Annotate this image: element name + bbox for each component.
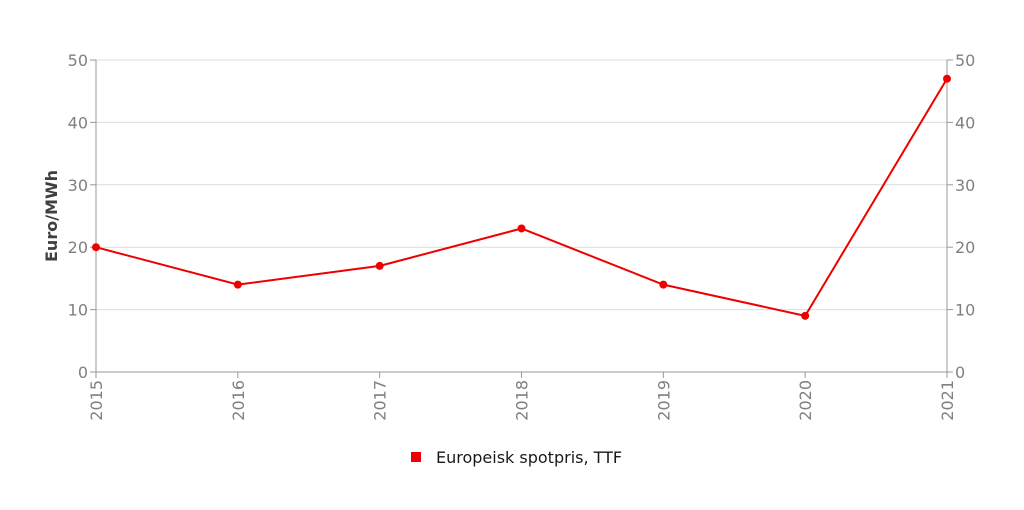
y-left-tick-label: 30 — [68, 176, 88, 195]
legend-label: Europeisk spotpris, TTF — [436, 448, 622, 467]
y-axis-left-ticks: 0 10 20 30 40 50 — [68, 51, 96, 382]
data-point-2015[interactable] — [92, 243, 100, 252]
y-right-tick-label: 20 — [955, 238, 975, 257]
data-point-2021[interactable] — [943, 74, 951, 83]
series-line — [95, 78, 948, 317]
gridlines — [96, 59, 947, 311]
y-right-tick-label: 50 — [955, 51, 975, 70]
y-left-tick-label: 20 — [68, 238, 88, 257]
x-tick-label: 2018 — [513, 380, 532, 421]
y-axis-title: Euro/MWh — [42, 170, 61, 262]
y-right-tick-label: 40 — [955, 113, 975, 132]
x-tick-label: 2017 — [371, 380, 390, 421]
data-point-2018[interactable] — [517, 224, 526, 233]
x-tick-label: 2021 — [938, 380, 957, 421]
data-point-2020[interactable] — [801, 311, 810, 320]
y-right-tick-label: 10 — [955, 301, 975, 320]
x-tick-label: 2019 — [654, 380, 673, 421]
x-tick-label: 2016 — [229, 380, 248, 421]
y-right-tick-label: 30 — [955, 176, 975, 195]
y-axis-right-ticks: 0 10 20 30 40 50 — [947, 51, 975, 382]
x-tick-label: 2015 — [87, 380, 106, 421]
y-left-tick-label: 10 — [68, 301, 88, 320]
axes — [95, 60, 948, 373]
y-left-tick-label: 0 — [78, 363, 88, 382]
data-point-2016[interactable] — [233, 280, 242, 289]
y-right-tick-label: 0 — [955, 363, 965, 382]
data-point-2019[interactable] — [659, 280, 668, 289]
data-point-2017[interactable] — [375, 261, 384, 270]
y-left-tick-label: 50 — [68, 51, 88, 70]
legend-swatch — [411, 452, 421, 462]
x-tick-label: 2020 — [796, 380, 815, 421]
x-axis-ticks: 2015 2016 2017 2018 2019 2020 2021 — [87, 372, 957, 421]
series-layer — [92, 74, 951, 320]
legend[interactable]: Europeisk spotpris, TTF — [411, 448, 622, 467]
y-left-tick-label: 40 — [68, 113, 88, 132]
